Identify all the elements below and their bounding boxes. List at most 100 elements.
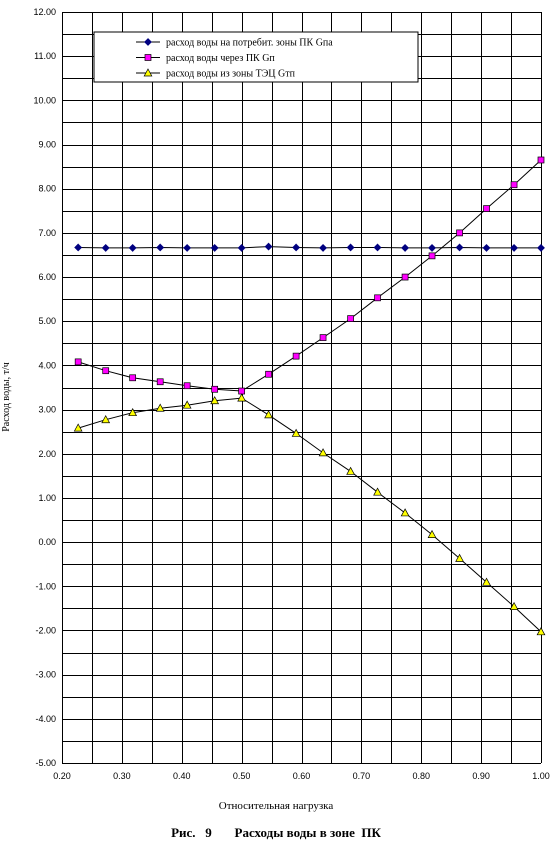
series-line (78, 246, 541, 249)
x-tick-label: 0.20 (53, 771, 71, 781)
data-point (428, 252, 436, 260)
x-tick-label: 0.60 (293, 771, 311, 781)
data-point (156, 378, 164, 386)
y-tick-label: -3.00 (35, 670, 56, 680)
data-point (509, 601, 519, 610)
legend-marker (144, 54, 152, 61)
x-tick-label: 0.30 (113, 771, 131, 781)
y-tick-label: 4.00 (38, 360, 56, 370)
y-tick-label: 3.00 (38, 405, 56, 415)
series-3 (73, 393, 546, 636)
y-tick-label: 7.00 (38, 228, 56, 238)
series-layer (73, 156, 546, 636)
data-point (510, 243, 518, 252)
data-point (292, 352, 300, 360)
data-point (536, 627, 546, 636)
y-tick-label: 9.00 (38, 140, 56, 150)
data-point (318, 448, 328, 457)
legend-marker (143, 68, 153, 77)
data-point (483, 205, 490, 212)
data-point (537, 243, 545, 252)
data-point (264, 242, 273, 251)
plot-area (62, 12, 541, 763)
data-point (237, 243, 246, 252)
data-point (373, 243, 382, 252)
data-point (401, 273, 409, 281)
data-point (155, 403, 165, 412)
legend-item: расход воды на потребит. зоны ПК Gпа (136, 38, 333, 49)
legend-item: расход воды из зоны ТЭЦ Gтп (136, 68, 296, 80)
data-point (101, 243, 110, 252)
data-point (456, 229, 463, 237)
grid (62, 12, 542, 764)
legend-marker (144, 38, 152, 46)
data-point (482, 243, 491, 252)
y-tick-label: 6.00 (38, 272, 56, 282)
data-point (183, 382, 191, 390)
data-point (400, 508, 410, 517)
y-tick-label: 10.00 (33, 95, 56, 105)
y-tick-label: 0.00 (38, 537, 56, 547)
series-2 (74, 156, 545, 395)
legend-item: расход воды через ПК Gп (136, 53, 275, 64)
y-axis-label: Расход воды, т/ч (1, 362, 12, 432)
legend: расход воды на потребит. зоны ПК Gпа расх… (93, 31, 419, 83)
figure-caption: Рис. 9 Расходы воды в зоне ПК (171, 825, 381, 840)
data-point (210, 396, 220, 405)
x-tick-label: 0.80 (412, 771, 430, 781)
data-point (182, 400, 192, 409)
data-point (102, 367, 110, 375)
data-point (455, 243, 464, 252)
data-point (319, 243, 327, 252)
data-point (74, 243, 83, 252)
y-tick-label: -1.00 (35, 581, 56, 591)
data-point (347, 315, 354, 322)
data-point (211, 385, 219, 393)
data-point (265, 370, 272, 378)
data-point (292, 243, 301, 252)
series-line (78, 159, 542, 392)
legend-label: расход воды из зоны ТЭЦ Gтп (166, 69, 296, 80)
data-point (210, 243, 219, 252)
data-point (346, 466, 355, 475)
data-point (264, 410, 273, 419)
y-tick-label: 5.00 (38, 316, 56, 326)
data-point (73, 423, 83, 432)
tick-labels: -5.00 -4.00 -3.00 -2.00 -1.00 0.00 1.00 2.00 3.0… (33, 7, 549, 781)
data-point (238, 387, 245, 395)
data-point (237, 393, 247, 402)
y-tick-label: -2.00 (35, 625, 56, 635)
legend-label: расход воды на потребит. зоны ПК Gпа (166, 38, 333, 49)
x-axis-label: Относительная нагрузка (218, 800, 334, 812)
data-point (374, 294, 381, 302)
data-point (427, 529, 437, 538)
data-point (510, 181, 518, 189)
data-point (346, 243, 355, 252)
data-point (373, 487, 382, 496)
x-tick-label: 0.50 (233, 771, 251, 781)
y-tick-label: 2.00 (38, 449, 56, 459)
data-point (128, 243, 137, 252)
data-point (537, 156, 545, 164)
y-tick-label: -5.00 (35, 758, 56, 768)
data-point (101, 415, 111, 424)
data-point (156, 243, 165, 252)
data-point (401, 243, 410, 252)
y-tick-label: 12.00 (33, 7, 56, 17)
y-tick-label: 1.00 (38, 493, 56, 503)
y-tick-label: 8.00 (38, 184, 56, 194)
data-point (455, 553, 464, 562)
data-point (291, 428, 301, 437)
y-tick-label: 11.00 (34, 51, 56, 61)
data-point (482, 577, 491, 586)
data-point (129, 374, 137, 382)
data-point (74, 358, 82, 366)
x-tick-label: 0.40 (173, 771, 191, 781)
data-point (319, 334, 327, 341)
series-1 (74, 242, 545, 252)
x-tick-label: 0.70 (353, 771, 371, 781)
data-point (128, 407, 138, 417)
x-tick-label: 0.90 (472, 771, 490, 781)
series-line (78, 397, 542, 633)
